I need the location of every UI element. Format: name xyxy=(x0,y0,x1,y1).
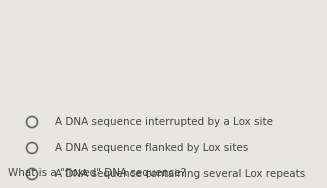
Text: A DNA sequence flanked by Lox sites: A DNA sequence flanked by Lox sites xyxy=(55,143,248,153)
Text: A DNA sequence containing several Lox repeats: A DNA sequence containing several Lox re… xyxy=(55,169,305,179)
Text: A DNA sequence interrupted by a Lox site: A DNA sequence interrupted by a Lox site xyxy=(55,117,273,127)
Text: What is a "floxed" DNA sequence?: What is a "floxed" DNA sequence? xyxy=(8,168,186,178)
